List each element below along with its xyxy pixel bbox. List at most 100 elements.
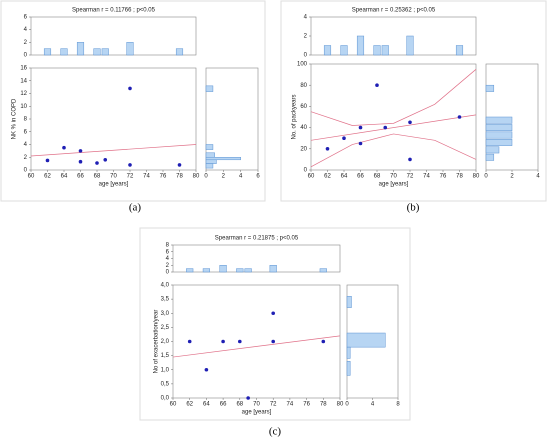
histogram-bar — [269, 265, 277, 273]
plot-frame — [30, 67, 197, 171]
x-axis-label: age [years] — [242, 410, 272, 416]
histogram-bar — [373, 45, 381, 56]
x-tick-label: 62 — [324, 174, 331, 180]
data-point — [103, 158, 108, 162]
x-tick-label: 62 — [44, 174, 51, 180]
x-tick-label: 68 — [94, 174, 101, 180]
x-tick-label: 80 — [193, 174, 200, 180]
y-tick-label: 10 — [20, 104, 27, 110]
y-tick-label: 6 — [24, 129, 28, 135]
y-tick-label: 20 — [300, 146, 307, 152]
y-tick-label: 14 — [20, 78, 27, 84]
data-point — [457, 115, 462, 119]
plot-frame — [310, 63, 477, 171]
x-tick-label: 4 — [239, 174, 243, 180]
data-point — [271, 339, 276, 344]
histogram-bar — [126, 42, 134, 56]
x-tick-label: 80 — [473, 174, 480, 180]
x-tick-label: 72 — [407, 174, 414, 180]
histogram-bar — [236, 268, 244, 273]
histogram-bar — [205, 157, 241, 161]
histogram-bar — [485, 139, 513, 146]
y-tick-label: 0,0 — [161, 396, 170, 402]
y-tick-label: 0,5 — [161, 381, 170, 387]
plot-frame — [205, 67, 259, 171]
panel-frame — [280, 0, 547, 202]
y-tick-label: 0 — [24, 168, 28, 174]
x-tick-label: 4 — [371, 402, 375, 408]
panel-label: (a) — [129, 202, 142, 214]
histogram-bar — [485, 153, 495, 161]
data-point — [342, 136, 346, 140]
histogram-bar — [346, 361, 351, 376]
data-point — [62, 145, 66, 150]
y-axis-label: No. of packyears — [292, 94, 298, 139]
histogram-bar — [202, 268, 210, 273]
x-axis-label: age [years] — [99, 182, 129, 188]
histogram-bar — [346, 296, 352, 308]
data-point — [95, 161, 99, 165]
y-tick-label: 2,0 — [161, 339, 170, 345]
histogram-bar — [205, 159, 217, 164]
y-axis-label: NK % in COPD — [12, 98, 18, 139]
y-tick-label: 4 — [166, 256, 170, 262]
x-tick-label: 74 — [143, 174, 150, 180]
x-tick-label: 62 — [186, 402, 193, 408]
x-tick-label: 66 — [77, 174, 84, 180]
x-tick-label: 2 — [510, 174, 514, 180]
chart-title: Spearman r = 0.21875 ; p<0.05 — [215, 236, 299, 242]
panel-frame — [0, 0, 266, 202]
x-tick-label: 76 — [303, 402, 310, 408]
histogram-bar — [205, 144, 214, 150]
x-tick-label: 64 — [203, 402, 210, 408]
x-tick-label: 64 — [61, 174, 68, 180]
x-tick-label: 60 — [308, 174, 315, 180]
y-tick-label: 4 — [24, 142, 28, 148]
y-tick-label: 1,5 — [161, 353, 170, 359]
y-tick-label: 40 — [300, 125, 307, 131]
y-tick-label: 8 — [166, 243, 170, 249]
y-tick-label: 16 — [20, 66, 27, 72]
panel-label: (b) — [407, 202, 420, 214]
data-point — [408, 157, 412, 162]
histogram-bar — [346, 346, 351, 359]
histogram-bar — [356, 35, 365, 56]
chart-title: Spearman r = 0.11766 ; p<0.05 — [72, 8, 156, 14]
histogram-bar — [455, 45, 464, 56]
data-point — [45, 158, 50, 163]
histogram-bar — [76, 42, 85, 56]
y-tick-label: 0 — [24, 53, 28, 59]
confidence-band — [310, 69, 477, 126]
x-tick-label: 6 — [256, 174, 260, 180]
y-tick-label: 2,5 — [161, 325, 170, 331]
y-tick-label: 4 — [304, 15, 308, 21]
x-axis-label: age [years] — [379, 182, 409, 188]
data-point — [325, 147, 330, 151]
confidence-band — [310, 133, 477, 168]
x-tick-label: 72 — [270, 402, 277, 408]
histogram-bar — [175, 48, 184, 56]
data-point — [408, 120, 412, 125]
plot-frame — [172, 284, 341, 399]
x-tick-label: 0 — [345, 402, 349, 408]
y-tick-label: 2 — [24, 40, 28, 46]
data-point — [128, 163, 132, 167]
x-tick-label: 78 — [320, 402, 327, 408]
data-point — [78, 149, 83, 153]
data-point — [383, 125, 388, 130]
x-tick-label: 60 — [170, 402, 177, 408]
x-tick-label: 70 — [253, 402, 260, 408]
y-tick-label: 12 — [20, 91, 27, 97]
y-tick-label: 8 — [24, 117, 28, 123]
y-tick-label: 2 — [24, 155, 28, 161]
x-tick-label: 80 — [337, 402, 344, 408]
chart-title: Spearman r = 0.25362 ; p<0.05 — [352, 8, 436, 14]
plot-frame — [310, 16, 477, 56]
x-tick-label: 66 — [357, 174, 364, 180]
y-tick-label: 2 — [166, 263, 170, 269]
data-point — [271, 311, 276, 316]
panel-label: (c) — [269, 426, 282, 438]
histogram-bar — [485, 131, 513, 139]
data-point — [78, 159, 83, 164]
histogram-bar — [244, 268, 252, 273]
